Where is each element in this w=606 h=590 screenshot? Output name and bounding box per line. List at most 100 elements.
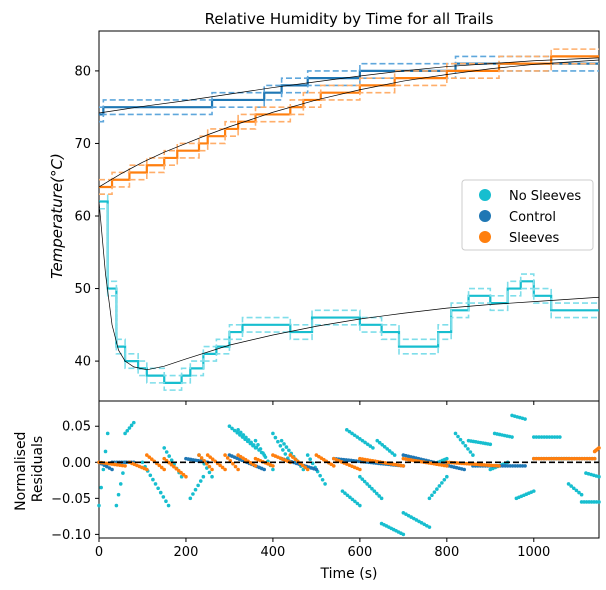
residual-point-no-sleeves xyxy=(246,438,251,442)
residual-point-no-sleeves xyxy=(210,474,214,479)
residual-point-sleeves xyxy=(210,467,214,472)
residual-point-no-sleeves xyxy=(261,451,265,455)
residual-point-sleeves xyxy=(290,455,295,459)
bottom-y-tick-label: 0.00 xyxy=(62,456,91,471)
residual-point-control xyxy=(314,467,319,472)
residual-point-no-sleeves xyxy=(542,435,547,439)
residual-point-sleeves xyxy=(300,463,305,468)
fit-line-control xyxy=(98,57,600,114)
residual-point-no-sleeves xyxy=(169,458,174,463)
residual-point-no-sleeves xyxy=(571,486,576,491)
residual-point-no-sleeves xyxy=(271,467,275,472)
residual-point-sleeves xyxy=(562,456,567,461)
residual-point-no-sleeves xyxy=(358,474,362,479)
series-steps-control xyxy=(99,62,599,116)
legend: No Sleeves Control Sleeves xyxy=(461,179,594,251)
residual-point-sleeves xyxy=(179,470,183,475)
residual-point-no-sleeves xyxy=(377,440,382,445)
series-steps-sleeves xyxy=(99,55,599,189)
residual-point-no-sleeves xyxy=(597,474,601,479)
residual-point-no-sleeves xyxy=(547,435,552,439)
residual-point-no-sleeves xyxy=(592,500,596,504)
legend-marker-control xyxy=(479,210,491,222)
residual-point-no-sleeves xyxy=(140,460,145,465)
residual-point-no-sleeves xyxy=(463,444,468,448)
residual-point-no-sleeves xyxy=(390,451,394,455)
residual-point-no-sleeves xyxy=(577,490,581,495)
residual-point-no-sleeves xyxy=(153,482,158,486)
residual-point-control xyxy=(508,464,512,468)
residual-point-sleeves xyxy=(559,456,564,461)
residual-point-sleeves xyxy=(303,465,308,470)
residual-point-no-sleeves xyxy=(368,444,373,448)
residual-point-no-sleeves xyxy=(281,448,285,452)
residual-point-no-sleeves xyxy=(191,492,195,496)
residual-point-sleeves xyxy=(582,456,587,461)
bottom-y-tick-label: −0.10 xyxy=(51,528,91,543)
residual-point-no-sleeves xyxy=(365,482,369,486)
residual-point-no-sleeves xyxy=(131,420,136,425)
residual-point-sleeves xyxy=(570,456,574,461)
residual-point-no-sleeves xyxy=(156,486,160,491)
residual-point-control xyxy=(518,464,522,468)
residual-point-sleeves xyxy=(218,463,222,468)
residual-point-no-sleeves xyxy=(442,478,447,482)
residual-point-no-sleeves xyxy=(555,435,560,439)
residual-point-sleeves xyxy=(542,456,546,461)
residual-point-no-sleeves xyxy=(308,457,312,461)
residual-point-no-sleeves xyxy=(348,495,352,500)
residual-point-sleeves xyxy=(358,467,362,472)
residual-point-sleeves xyxy=(590,456,594,461)
residual-point-sleeves xyxy=(580,456,584,461)
residual-point-sleeves xyxy=(331,464,336,468)
residual-point-sleeves xyxy=(231,461,235,466)
top-y-axis-label: Temperature(°C) xyxy=(48,153,66,279)
residual-point-no-sleeves xyxy=(263,455,268,459)
residual-point-no-sleeves xyxy=(352,433,357,438)
residual-point-no-sleeves xyxy=(305,453,310,457)
residual-point-sleeves xyxy=(537,456,541,461)
residual-point-no-sleeves xyxy=(453,431,458,436)
residual-point-no-sleeves xyxy=(510,435,514,439)
residual-point-no-sleeves xyxy=(164,499,168,504)
residual-point-sleeves xyxy=(176,468,181,473)
residual-point-no-sleeves xyxy=(241,433,246,437)
residual-point-no-sleeves xyxy=(353,499,357,504)
residual-point-control xyxy=(505,464,510,468)
residual-point-no-sleeves xyxy=(116,492,121,497)
residual-point-sleeves xyxy=(554,456,559,461)
residual-point-no-sleeves xyxy=(355,435,360,439)
residual-point-sleeves xyxy=(223,467,227,472)
residual-point-no-sleeves xyxy=(372,489,377,493)
residual-point-no-sleeves xyxy=(350,431,354,436)
residual-point-sleeves xyxy=(445,464,449,468)
residual-point-sleeves xyxy=(162,456,167,461)
residual-point-no-sleeves xyxy=(589,500,594,504)
residual-point-no-sleeves xyxy=(427,525,432,529)
residual-point-no-sleeves xyxy=(193,487,198,492)
bottom-x-tick-label: 600 xyxy=(347,545,372,560)
legend-label-control: Control xyxy=(509,210,556,225)
residual-point-sleeves xyxy=(534,456,539,461)
residual-point-sleeves xyxy=(174,466,179,471)
residual-point-no-sleeves xyxy=(456,434,460,439)
residual-point-sleeves xyxy=(575,456,579,461)
residual-point-no-sleeves xyxy=(164,450,169,454)
residual-point-no-sleeves xyxy=(283,452,288,456)
residual-point-no-sleeves xyxy=(371,446,375,450)
residual-point-no-sleeves xyxy=(427,496,432,501)
bottom-x-tick-label: 800 xyxy=(434,545,459,560)
bottom-x-tick-label: 1000 xyxy=(517,545,550,560)
residual-point-no-sleeves xyxy=(166,503,171,508)
residual-point-sleeves xyxy=(145,453,149,457)
residual-point-no-sleeves xyxy=(345,428,349,432)
residual-point-no-sleeves xyxy=(244,435,248,440)
residual-point-no-sleeves xyxy=(227,424,232,429)
residual-point-no-sleeves xyxy=(114,503,119,508)
residual-point-no-sleeves xyxy=(537,435,541,439)
residual-point-no-sleeves xyxy=(105,431,110,436)
residual-point-no-sleeves xyxy=(129,423,134,428)
residual-point-sleeves xyxy=(585,456,589,461)
residual-point-no-sleeves xyxy=(101,467,106,472)
legend-marker-sleeves xyxy=(479,231,491,243)
